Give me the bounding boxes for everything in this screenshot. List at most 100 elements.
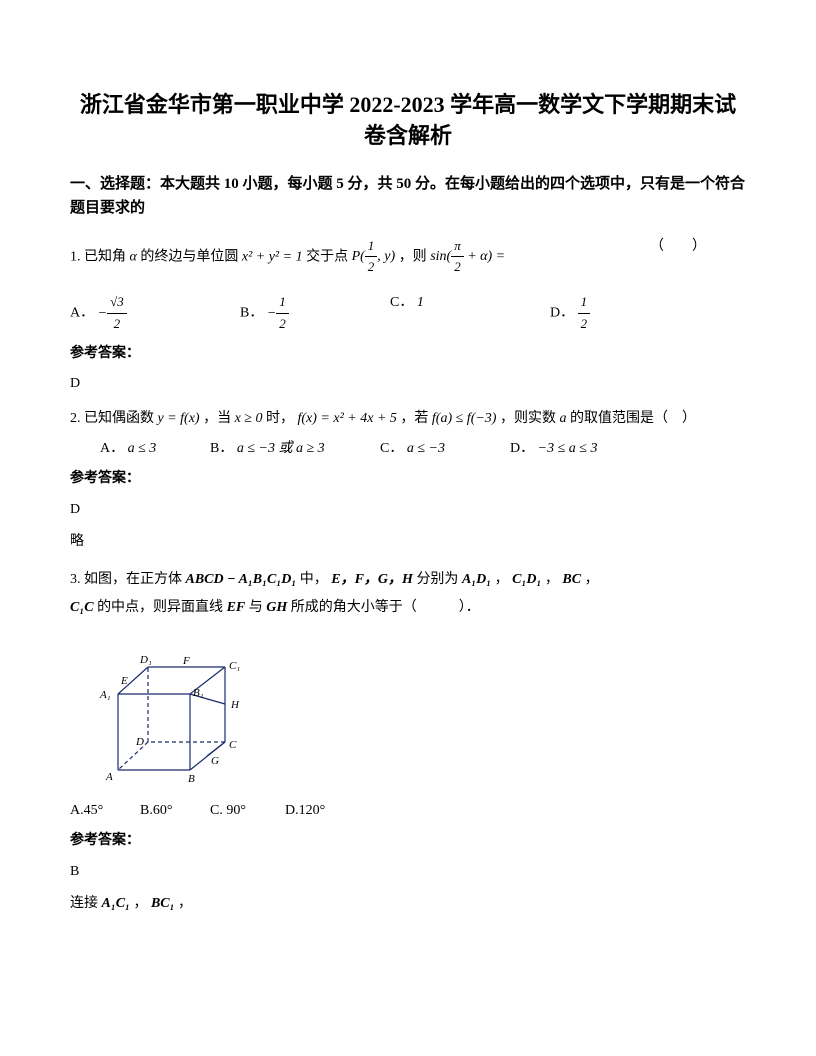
q3-sol-c: ， — [133, 896, 147, 911]
q3-answer: B — [70, 861, 746, 883]
q2-optD-val: −3 ≤ a ≤ 3 — [538, 441, 598, 456]
q3-edge1: A₁D₁ — [462, 572, 491, 587]
q3-cube: ABCD − A₁B₁C₁D₁ — [186, 572, 297, 587]
svg-text:G: G — [211, 755, 219, 767]
q1-text: 1. 已知角 α 的终边与单位圆 x² + y² = 1 交于点 P(12, y… — [70, 236, 746, 279]
q2-answer: D — [70, 499, 746, 521]
q3-options: A.45° B.60° C. 90° D.120° — [70, 800, 746, 822]
q3-solution: 连接 A₁C₁ ， BC₁ ， — [70, 893, 746, 915]
q2-optA-label: A． — [100, 441, 124, 456]
q2-optC: C． a ≤ −3 — [380, 438, 510, 460]
q1-mid2: 交于点 — [306, 249, 348, 264]
svg-text:A: A — [105, 771, 113, 782]
q2-mid4: ，则实数 — [500, 411, 556, 426]
q2-optC-val: a ≤ −3 — [407, 441, 445, 456]
svg-text:H: H — [230, 699, 240, 711]
section-header: 一、选择题：本大题共 10 小题，每小题 5 分，共 50 分。在每小题给出的四… — [70, 172, 746, 220]
q3-optD: D.120° — [285, 800, 325, 822]
q1-optC-label: C． — [390, 295, 413, 310]
question-1: 1. 已知角 α 的终边与单位圆 x² + y² = 1 交于点 P(12, y… — [70, 236, 746, 396]
q3-optA: A.45° — [70, 800, 140, 822]
q1-options: A． −√32 B． −12 C． 1 D． 12 — [70, 292, 746, 335]
q3-prefix: 3. 如图，在正方体 — [70, 572, 182, 587]
q3-edge2: C₁D₁ — [512, 572, 541, 587]
q2-mid2: 时， — [266, 411, 294, 426]
q1-optB-label: B． — [240, 306, 263, 321]
q2-var: a — [559, 411, 566, 426]
svg-text:C: C — [229, 739, 237, 751]
q1-optD-label: D． — [550, 306, 574, 321]
q3-c2: ， — [545, 572, 559, 587]
q1-mid1: 的终边与单位圆 — [140, 249, 238, 264]
q1-optA: A． −√32 — [70, 292, 240, 335]
q3-tail2: 所成的角大小等于（ ）． — [291, 600, 480, 615]
q2-mid3: ，若 — [400, 411, 428, 426]
q3-mid2: 分别为 — [416, 572, 458, 587]
q3-sol2: BC₁ — [151, 896, 175, 911]
q3-tail1: 的中点，则异面直线 — [97, 600, 223, 615]
q1-optB: B． −12 — [240, 292, 390, 335]
q1-mid3: ，则 — [399, 249, 427, 264]
q2-mid1: ，当 — [203, 411, 231, 426]
q3-line1: EF — [227, 600, 246, 615]
q2-tail: 的取值范围是（ ） — [570, 411, 696, 426]
q3-line2: GH — [266, 600, 287, 615]
q2-optA-val: a ≤ 3 — [128, 441, 157, 456]
svg-text:B₁: B₁ — [193, 687, 204, 699]
q3-edge3: BC — [562, 572, 581, 587]
q1-point: P(12, y) — [352, 249, 396, 264]
page-title: 浙江省金华市第一职业中学 2022-2023 学年高一数学文下学期期末试卷含解析 — [70, 90, 746, 152]
q3-sol-tail: ， — [178, 896, 192, 911]
q3-optB: B.60° — [140, 800, 210, 822]
q2-optD: D． −3 ≤ a ≤ 3 — [510, 438, 597, 460]
q2-optC-label: C． — [380, 441, 403, 456]
q2-optB-label: B． — [210, 441, 233, 456]
svg-text:C₁: C₁ — [229, 660, 240, 672]
svg-text:E: E — [120, 675, 128, 687]
q2-cond1: x ≥ 0 — [235, 411, 263, 426]
q2-optB: B． a ≤ −3 或 a ≥ 3 — [210, 438, 380, 460]
q3-text: 3. 如图，在正方体 ABCD − A₁B₁C₁D₁ 中， E，F，G，H 分别… — [70, 566, 746, 622]
q2-note: 略 — [70, 531, 746, 553]
q1-optB-val: −12 — [267, 306, 289, 321]
svg-text:D: D — [135, 736, 144, 748]
q1-optD-val: 12 — [578, 306, 591, 321]
q2-cond2: f(a) ≤ f(−3) — [432, 411, 497, 426]
q3-optC: C. 90° — [210, 800, 285, 822]
q1-optC-val: 1 — [417, 295, 424, 310]
q2-f1: y = f(x) — [158, 411, 200, 426]
q1-optA-val: −√32 — [98, 306, 127, 321]
q3-mid3: 与 — [249, 600, 263, 615]
q3-sol-prefix: 连接 — [70, 896, 98, 911]
q2-answer-label: 参考答案： — [70, 468, 746, 490]
q1-alpha: α — [130, 249, 137, 264]
q2-options: A． a ≤ 3 B． a ≤ −3 或 a ≥ 3 C． a ≤ −3 D． … — [100, 438, 746, 460]
q1-answer: D — [70, 373, 746, 395]
svg-text:A₁: A₁ — [99, 689, 111, 701]
cube-diagram: A B C D A₁ B₁ C₁ D₁ E F G H — [90, 632, 746, 790]
question-2: 2. 已知偶函数 y = f(x) ，当 x ≥ 0 时， f(x) = x² … — [70, 408, 746, 554]
q1-prefix: 1. 已知角 — [70, 249, 126, 264]
q1-optA-label: A． — [70, 306, 94, 321]
q2-prefix: 2. 已知偶函数 — [70, 411, 154, 426]
q2-f2: f(x) = x² + 4x + 5 — [298, 411, 397, 426]
q1-optC: C． 1 — [390, 292, 550, 335]
q3-edge4: C₁C — [70, 600, 94, 615]
question-3: 3. 如图，在正方体 ABCD − A₁B₁C₁D₁ 中， E ， F ， G ， H 分别… — [70, 566, 746, 916]
svg-text:F: F — [182, 655, 190, 667]
q2-text: 2. 已知偶函数 y = f(x) ，当 x ≥ 0 时， f(x) = x² … — [70, 408, 746, 430]
q3-mid1: 中， — [300, 572, 328, 587]
q1-eq1: x² + y² = 1 — [242, 249, 303, 264]
q1-optD: D． 12 — [550, 292, 590, 335]
q1-expr: sin(π2 + α) = — [430, 249, 505, 264]
q3-c3: ， — [585, 572, 599, 587]
q3-answer-label: 参考答案： — [70, 830, 746, 852]
q3-sol1: A₁C₁ — [102, 896, 130, 911]
cube-svg-icon: A B C D A₁ B₁ C₁ D₁ E F G H — [90, 632, 255, 782]
q1-paren: （ ） — [650, 236, 706, 258]
q2-optA: A． a ≤ 3 — [100, 438, 210, 460]
q3-c1: ， — [495, 572, 509, 587]
q2-optD-label: D． — [510, 441, 534, 456]
svg-text:D₁: D₁ — [139, 654, 152, 666]
svg-text:B: B — [188, 773, 195, 782]
